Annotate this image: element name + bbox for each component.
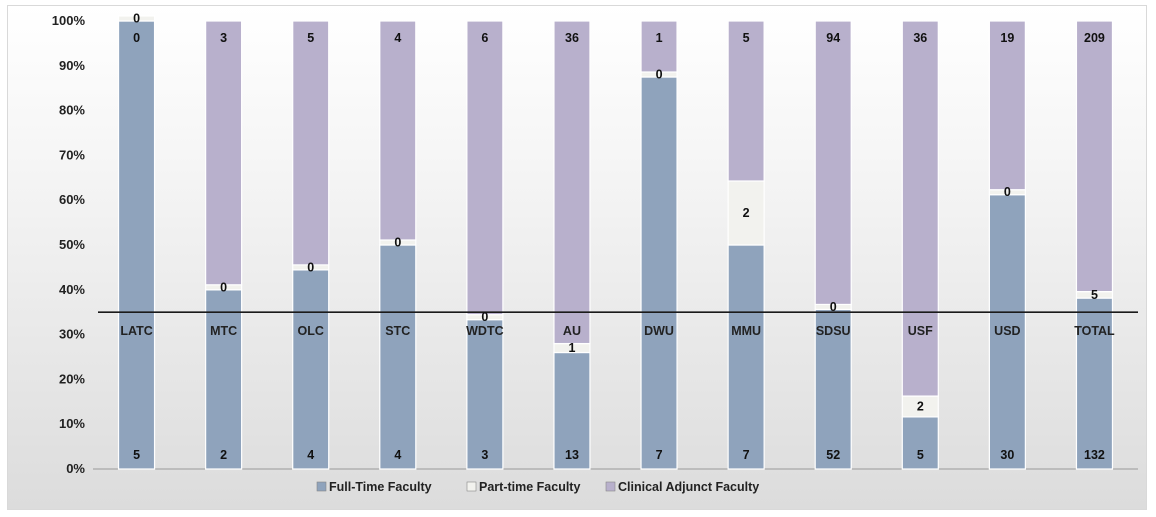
data-label-clinical-adjunct: 36 bbox=[913, 31, 927, 45]
legend-label-full-time-faculty: Full-Time Faculty bbox=[329, 480, 432, 494]
bar-full-time-faculty-latc bbox=[117, 20, 156, 470]
data-label-clinical-adjunct: 19 bbox=[1000, 31, 1014, 45]
data-label-full-time: 3 bbox=[481, 448, 488, 462]
data-label-clinical-adjunct: 3 bbox=[220, 31, 227, 45]
y-tick-label: 60% bbox=[59, 192, 85, 207]
bar-full-time-faculty-mtc bbox=[205, 289, 243, 470]
bar-clinical-adjunct-faculty-au bbox=[553, 20, 591, 345]
data-label-full-time: 2 bbox=[220, 448, 227, 462]
stacked-bar-chart: 0% 10% 20% 30% 40% 50% 60% 70% 80% 90% 100% LATC MT… bbox=[52, 12, 1138, 494]
category-label-usf: USF bbox=[908, 324, 933, 338]
data-label-clinical-adjunct: 6 bbox=[481, 31, 488, 45]
data-label-part-time: 0 bbox=[220, 280, 227, 294]
data-label-part-time: 0 bbox=[394, 236, 401, 250]
data-labels: 5002034054043061313670172552094523630019… bbox=[133, 12, 1105, 463]
data-label-full-time: 132 bbox=[1084, 448, 1105, 462]
data-label-full-time: 30 bbox=[1000, 448, 1014, 462]
category-label-wdtc: WDTC bbox=[466, 324, 504, 338]
bar-full-time-faculty-sdsu bbox=[814, 308, 852, 470]
bar-clinical-adjunct-faculty-usf bbox=[901, 20, 939, 397]
data-label-part-time: 0 bbox=[1004, 185, 1011, 199]
data-label-part-time: 0 bbox=[656, 68, 663, 82]
bar-full-time-faculty-au bbox=[553, 351, 591, 470]
y-tick-label: 50% bbox=[59, 237, 85, 252]
y-tick-label: 90% bbox=[59, 58, 85, 73]
legend-label-clinical-adjunct-faculty: Clinical Adjunct Faculty bbox=[618, 480, 759, 494]
data-label-part-time: 2 bbox=[743, 206, 750, 220]
bar-clinical-adjunct-faculty-olc bbox=[292, 20, 330, 266]
bar-clinical-adjunct-faculty-stc bbox=[379, 20, 417, 241]
y-tick-label: 70% bbox=[59, 147, 85, 162]
data-label-clinical-adjunct: 4 bbox=[394, 31, 401, 45]
category-label-olc: OLC bbox=[298, 324, 324, 338]
y-tick-label: 30% bbox=[59, 327, 85, 342]
data-label-full-time: 4 bbox=[394, 448, 401, 462]
data-label-part-time: 5 bbox=[1091, 288, 1098, 302]
data-label-full-time: 5 bbox=[133, 448, 140, 462]
data-label-part-time: 0 bbox=[307, 260, 314, 274]
bar-clinical-adjunct-faculty-mmu bbox=[727, 20, 765, 182]
data-label-full-time: 4 bbox=[307, 448, 314, 462]
y-tick-label: 40% bbox=[59, 282, 85, 297]
category-labels: LATC MTC OLC STC WDTC AU DWU MMU SDSU USF USD TOTAL bbox=[120, 324, 1115, 338]
category-label-mtc: MTC bbox=[210, 324, 237, 338]
data-label-clinical-adjunct: 209 bbox=[1084, 31, 1105, 45]
bar-clinical-adjunct-faculty-usd bbox=[988, 20, 1026, 191]
bar-full-time-faculty-olc bbox=[292, 269, 330, 470]
data-label-clinical-adjunct: 5 bbox=[307, 31, 314, 45]
legend-swatch-part-time-faculty bbox=[466, 481, 477, 492]
category-label-latc: LATC bbox=[120, 324, 152, 338]
data-label-part-time: 0 bbox=[830, 300, 837, 314]
data-label-part-time: 0 bbox=[133, 12, 140, 26]
data-label-full-time: 7 bbox=[743, 448, 750, 462]
y-axis: 0% 10% 20% 30% 40% 50% 60% 70% 80% 90% 100% bbox=[52, 13, 1138, 476]
legend: Full-Time Faculty Part-time Faculty Clinic… bbox=[316, 480, 759, 494]
bar-clinical-adjunct-faculty-mtc bbox=[205, 20, 243, 286]
bar-full-time-faculty-usd bbox=[988, 194, 1026, 470]
category-label-stc: STC bbox=[385, 324, 410, 338]
bar-full-time-faculty-dwu bbox=[640, 76, 678, 470]
legend-swatch-clinical-adjunct-faculty bbox=[605, 481, 616, 492]
y-tick-label: 80% bbox=[59, 103, 85, 118]
category-label-dwu: DWU bbox=[644, 324, 674, 338]
bar-full-time-faculty-stc bbox=[379, 244, 417, 470]
category-label-sdsu: SDSU bbox=[816, 324, 851, 338]
data-label-part-time: 1 bbox=[568, 341, 575, 355]
bar-part-time-faculty-latc bbox=[117, 15, 156, 22]
data-label-clinical-adjunct: 94 bbox=[826, 31, 840, 45]
legend-swatch-full-time-faculty bbox=[316, 481, 327, 492]
bar-full-time-faculty-wdtc bbox=[466, 319, 504, 470]
bars bbox=[117, 15, 1114, 470]
data-label-full-time: 5 bbox=[917, 448, 924, 462]
chart-area: 0% 10% 20% 30% 40% 50% 60% 70% 80% 90% 100% LATC MT… bbox=[7, 5, 1147, 510]
bar-clinical-adjunct-faculty-wdtc bbox=[466, 20, 504, 316]
data-label-full-time: 52 bbox=[826, 448, 840, 462]
bar-clinical-adjunct-faculty-total bbox=[1075, 20, 1114, 293]
data-label-part-time: 2 bbox=[917, 399, 924, 413]
data-label-full-time: 13 bbox=[565, 448, 579, 462]
data-label-clinical-adjunct: 36 bbox=[565, 31, 579, 45]
y-tick-label: 100% bbox=[52, 13, 86, 28]
data-label-clinical-adjunct: 1 bbox=[656, 31, 663, 45]
category-label-au: AU bbox=[563, 324, 581, 338]
data-label-full-time: 7 bbox=[656, 448, 663, 462]
category-label-mmu: MMU bbox=[731, 324, 761, 338]
bar-full-time-faculty-mmu bbox=[727, 244, 765, 470]
legend-label-part-time-faculty: Part-time Faculty bbox=[479, 480, 580, 494]
data-label-clinical-adjunct: 0 bbox=[133, 31, 140, 45]
y-tick-label: 10% bbox=[59, 416, 85, 431]
category-label-total: TOTAL bbox=[1074, 324, 1115, 338]
bar-part-time-faculty-mmu bbox=[727, 180, 765, 246]
bar-full-time-faculty-total bbox=[1075, 297, 1114, 470]
y-tick-label: 20% bbox=[59, 371, 85, 386]
y-tick-label: 0% bbox=[66, 461, 85, 476]
data-label-part-time: 0 bbox=[481, 310, 488, 324]
bar-clinical-adjunct-faculty-sdsu bbox=[814, 20, 852, 306]
bar-clinical-adjunct-faculty-dwu bbox=[640, 20, 678, 73]
data-label-clinical-adjunct: 5 bbox=[743, 31, 750, 45]
category-label-usd: USD bbox=[994, 324, 1020, 338]
